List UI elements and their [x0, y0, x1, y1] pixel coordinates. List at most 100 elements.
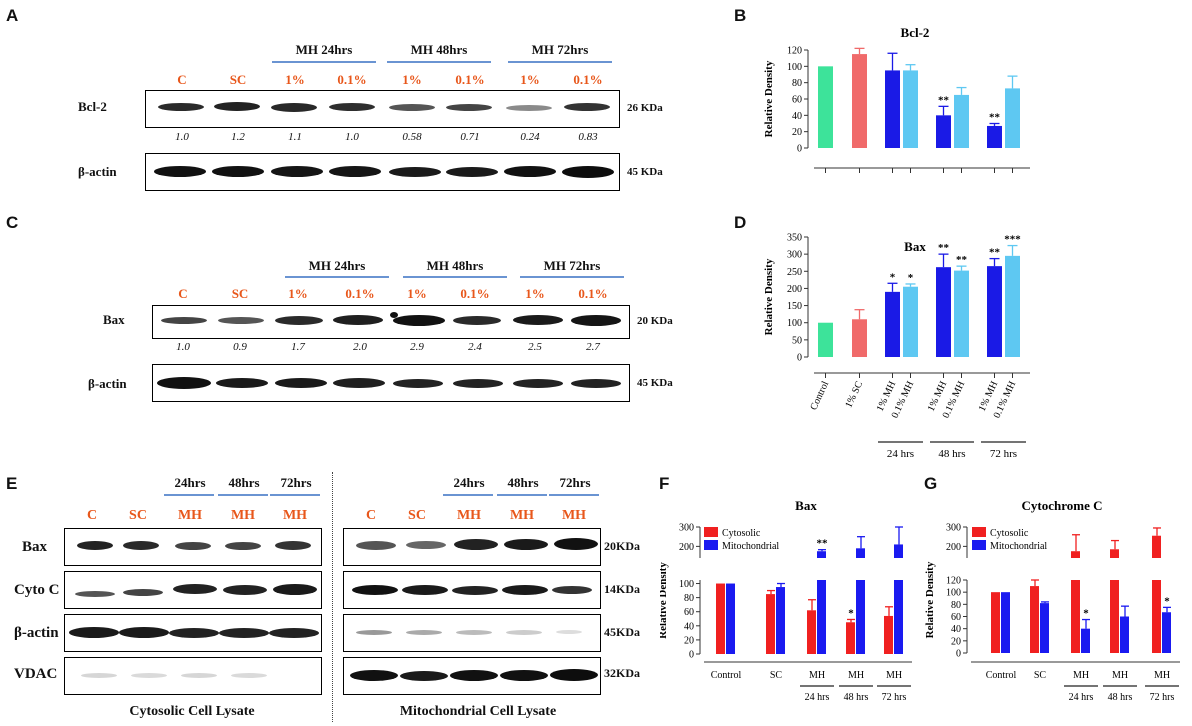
lane-label: 0.1% [573, 72, 603, 87]
y-tick-label: 200 [946, 542, 961, 553]
y-tick-label: 40 [684, 621, 694, 632]
bar [954, 94, 969, 148]
row-label-beta-actin: β-actin [14, 625, 59, 641]
y-tick-label: 20 [951, 636, 961, 647]
density-ratio: 2.7 [586, 341, 600, 353]
blot-cyto-beta-actin [64, 614, 322, 652]
header-72hrs: 72hrs [559, 475, 591, 490]
group-label: 24 hrs [887, 448, 914, 460]
header-line [443, 494, 493, 496]
chart-b-bcl2: Bcl-2 Relative Density 0 20 40 60 80 100 120 ** ** [763, 25, 1030, 173]
lane-label: SC [229, 72, 247, 87]
x-tick-label: MH [1112, 670, 1128, 681]
bar [817, 580, 826, 654]
y-axis-label: Relative Density [925, 561, 936, 638]
panel-label-e: E [6, 474, 18, 493]
kda-vdac: 32KDa [604, 666, 640, 680]
caption-mitochondrial: Mitochondrial Cell Lysate [399, 704, 557, 719]
legend-label: Mitochondrial [990, 541, 1047, 552]
y-tick-label: 20 [792, 127, 802, 138]
y-tick-label: 80 [792, 78, 802, 89]
row-label-bax: Bax [22, 539, 48, 555]
y-tick-label: 60 [684, 607, 694, 618]
chart-title: Bax [795, 498, 817, 513]
lane-label: 1% [520, 72, 540, 87]
header-line [218, 494, 268, 496]
bar [1120, 616, 1129, 653]
lane-label: 0.1% [578, 286, 608, 301]
x-tick-label: MH [1154, 670, 1170, 681]
x-tick-label: Control [711, 670, 742, 681]
header-mh-72: MH 72hrs [531, 42, 589, 57]
blot-bax [152, 305, 630, 339]
bar [894, 580, 903, 654]
y-tick-label: 100 [787, 62, 802, 73]
lane-label: SC [231, 286, 249, 301]
significance-marker: ** [817, 538, 829, 550]
significance-marker: * [908, 272, 914, 284]
bar [856, 548, 865, 558]
group-label: 72 hrs [882, 692, 907, 703]
bar [1152, 580, 1161, 653]
bar [936, 267, 951, 357]
bar [991, 592, 1000, 653]
significance-marker: * [848, 607, 854, 619]
header-mh-72: MH 72hrs [543, 258, 601, 273]
group-label: 24 hrs [1069, 692, 1094, 703]
y-tick-label: 120 [946, 576, 961, 587]
density-ratio: 1.1 [288, 131, 302, 143]
y-tick-label: 80 [951, 600, 961, 611]
legend-swatch [704, 540, 718, 550]
header-line [403, 276, 507, 278]
kda-beta-actin: 45 KDa [637, 377, 673, 389]
density-ratio: 0.83 [578, 131, 598, 143]
y-tick-label: 0 [797, 353, 802, 364]
y-tick-label: 50 [792, 335, 802, 346]
legend-label: Cytosolic [722, 528, 761, 539]
density-ratio: 1.7 [291, 341, 305, 353]
header-mh-24: MH 24hrs [308, 258, 366, 273]
significance-marker: ** [989, 247, 1001, 259]
y-tick-label: 100 [679, 579, 694, 590]
bar [1040, 603, 1049, 653]
legend-label: Cytosolic [990, 528, 1029, 539]
y-axis-label: Relative Density [763, 258, 775, 335]
blot-cyto-vdac [64, 657, 322, 695]
significance-marker: ** [938, 94, 950, 106]
bar [1001, 592, 1010, 653]
bar [776, 587, 785, 654]
lane-label: C [177, 72, 187, 87]
header-line [497, 494, 547, 496]
bar [716, 583, 725, 654]
x-tick-label: Control [986, 670, 1017, 681]
y-tick-label: 120 [787, 46, 802, 57]
significance-marker: * [1083, 608, 1089, 620]
panel-label-g: G [924, 474, 938, 493]
blot-mito-beta-actin [343, 614, 601, 652]
header-mh-48: MH 48hrs [410, 42, 468, 57]
bar [1110, 549, 1119, 558]
header-line [285, 276, 389, 278]
header-line [520, 276, 624, 278]
density-ratio: 1.0 [176, 341, 190, 353]
bar [894, 544, 903, 558]
bar [766, 594, 775, 654]
lane-label: C [365, 508, 377, 523]
bar [1071, 551, 1080, 558]
bar [1005, 88, 1020, 148]
header-line [387, 61, 491, 63]
header-mh-48: MH 48hrs [426, 258, 484, 273]
lane-label: C [178, 286, 188, 301]
group-label: 48 hrs [1108, 692, 1133, 703]
legend-swatch [972, 540, 986, 550]
lane-label: MH [230, 508, 256, 523]
lane-label: MH [282, 508, 308, 523]
y-tick-label: 0 [689, 650, 694, 661]
y-tick-label: 300 [946, 523, 961, 534]
row-label-vdac: VDAC [14, 666, 58, 682]
lane-label: SC [129, 508, 147, 523]
y-tick-label: 60 [792, 95, 802, 106]
y-tick-label: 40 [792, 111, 802, 122]
row-label-beta-actin: β-actin [88, 376, 127, 391]
density-ratio: 2.5 [528, 341, 542, 353]
